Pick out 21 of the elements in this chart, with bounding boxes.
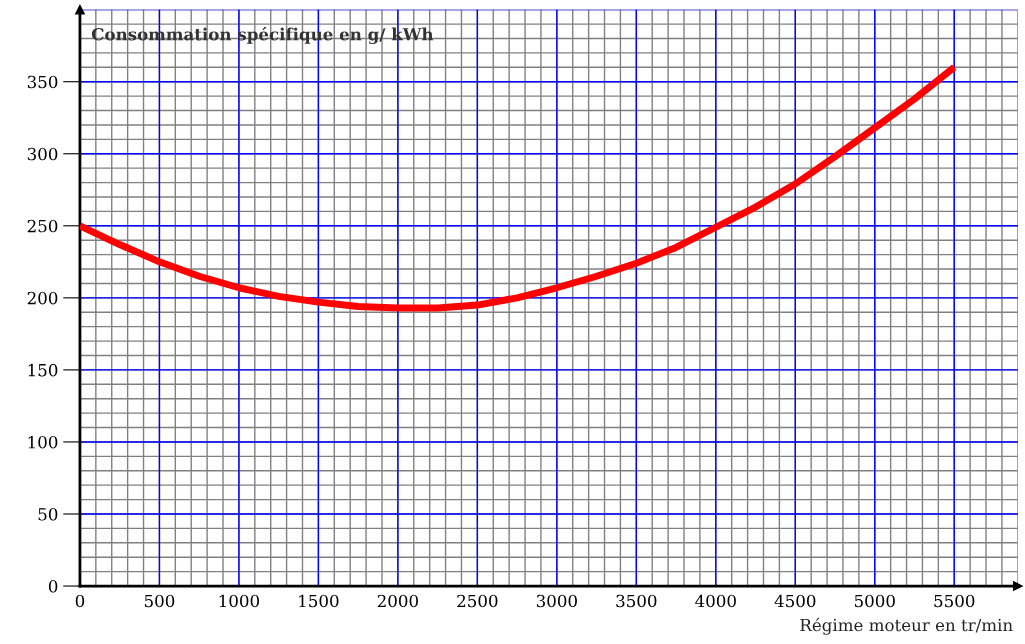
x-tick-label: 4000 — [695, 594, 736, 608]
x-tick-label: 3000 — [536, 594, 577, 608]
x-tick-label: 3500 — [616, 594, 657, 608]
x-tick-label: 1000 — [219, 594, 260, 608]
y-tick-label: 300 — [27, 147, 58, 161]
x-tick-label: 2500 — [457, 594, 498, 608]
x-tick-label: 5000 — [854, 594, 895, 608]
y-tick-label: 100 — [28, 435, 58, 449]
y-tick-label: 250 — [27, 219, 58, 233]
y-tick-label: 200 — [27, 291, 58, 305]
x-tick-label: 4500 — [774, 594, 816, 608]
x-tick-label: 2000 — [377, 594, 418, 608]
x-tick-label: 5500 — [934, 594, 975, 608]
y-tick-label: 350 — [27, 75, 58, 89]
y-tick-label: 150 — [28, 363, 58, 377]
y-tick-label: 0 — [48, 580, 58, 593]
x-tick-label: 1500 — [299, 594, 339, 608]
x-tick-label: 0 — [75, 594, 85, 608]
x-axis-title: Régime moteur en tr/min — [800, 617, 1013, 635]
y-tick-label: 50 — [38, 507, 58, 521]
x-tick-label: 500 — [144, 594, 175, 608]
